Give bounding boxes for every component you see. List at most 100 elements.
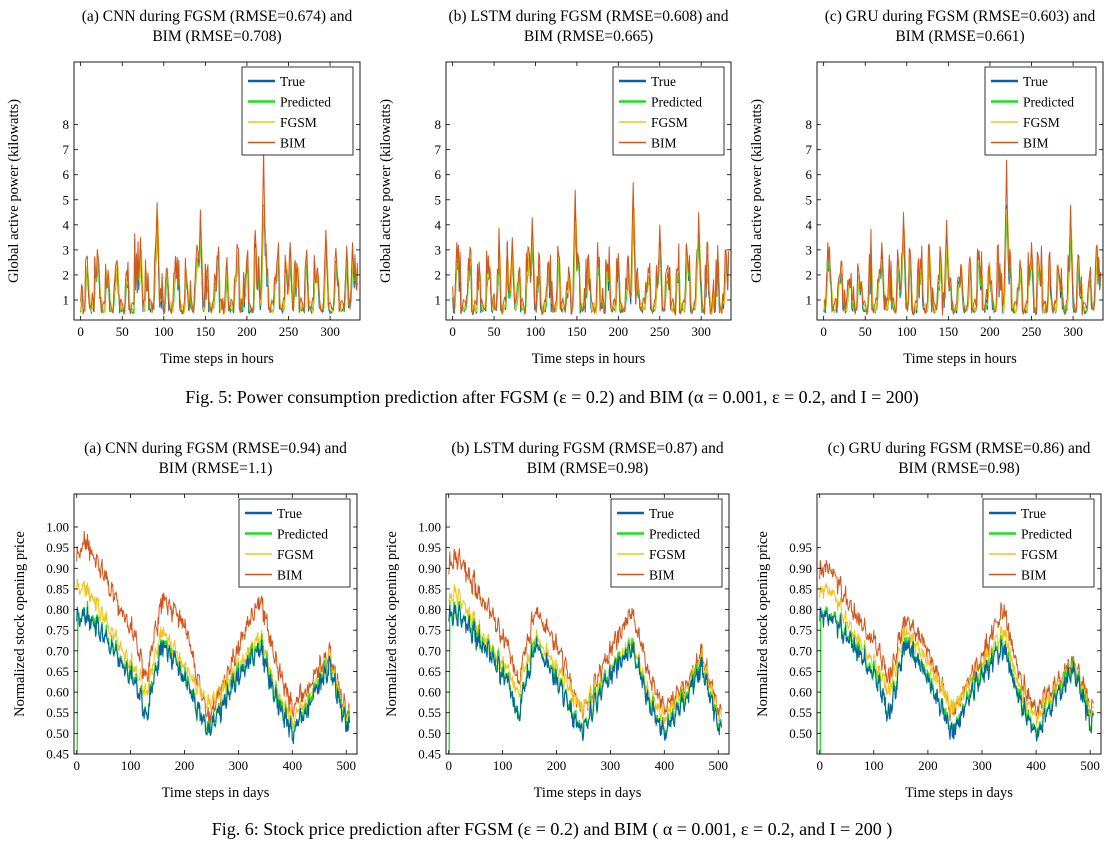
y-axis-label: Normalized stock opening price (384, 531, 400, 717)
y-tick-label: 0.95 (789, 540, 812, 555)
y-tick-label: 4 (63, 217, 70, 232)
x-tick-label: 200 (609, 324, 629, 339)
y-tick-label: 0.90 (789, 561, 812, 576)
series-line-true (823, 204, 1101, 316)
series-line-true (819, 607, 1094, 742)
y-tick-label: 0.70 (46, 643, 69, 658)
y-tick-label: 0.65 (46, 664, 69, 679)
y-tick-label: 0.55 (46, 705, 69, 720)
x-axis-label: Time steps in days (534, 785, 642, 801)
chart-legend: True Predicted FGSM BIM (241, 66, 354, 156)
figure5-caption: Fig. 5: Power consumption prediction aft… (185, 387, 919, 408)
x-tick-label: 50 (488, 324, 501, 339)
x-tick-label: 100 (493, 758, 513, 773)
y-tick-label: 0.60 (46, 685, 69, 700)
legend-entry-fgsm: FGSM (1021, 547, 1058, 562)
x-tick-label: 150 (567, 324, 587, 339)
chart-title-line: BIM (RMSE=0.98) (527, 460, 649, 477)
y-tick-label: 0.70 (418, 643, 441, 658)
x-tick-label: 250 (279, 324, 299, 339)
y-tick-label: 7 (806, 142, 813, 157)
legend-entry-predicted: Predicted (277, 527, 328, 542)
x-axis-label: Time steps in hours (903, 351, 1017, 367)
x-tick-label: 400 (1026, 758, 1046, 773)
legend-entry-bim: BIM (651, 136, 677, 151)
y-tick-label: 0.90 (46, 561, 69, 576)
y-tick-label: 4 (435, 217, 442, 232)
series-line-bim (452, 182, 729, 316)
y-tick-label: 5 (435, 192, 442, 207)
x-tick-label: 300 (229, 758, 249, 773)
y-tick-label: 0.55 (418, 705, 441, 720)
y-tick-label: 0.95 (46, 540, 69, 555)
series-line-true (76, 606, 350, 744)
y-tick-label: 0.75 (46, 623, 69, 638)
plot-frame (73, 493, 358, 755)
y-tick-label: 3 (806, 242, 813, 257)
legend-entry-true: True (651, 74, 676, 89)
x-tick-label: 0 (816, 758, 823, 773)
y-tick-label: 4 (806, 217, 813, 232)
y-axis-label: Global active power (kilowatts) (378, 99, 394, 283)
plot-frame (816, 493, 1102, 755)
legend-entry-predicted: Predicted (1023, 95, 1074, 110)
chart-title-line: (b) LSTM during FGSM (RMSE=0.608) and (449, 8, 729, 25)
y-tick-label: 1 (435, 292, 442, 307)
chart-panel-4: (a) CNN during FGSM (RMSE=0.94) and BIM (… (12, 440, 358, 801)
y-tick-label: 0.80 (418, 602, 441, 617)
x-axis-label: Time steps in hours (532, 351, 646, 367)
x-axis-label: Time steps in hours (160, 351, 274, 367)
y-tick-label: 1 (63, 292, 70, 307)
chart-panel-5: (b) LSTM during FGSM (RMSE=0.87) and BIM … (384, 440, 730, 801)
legend-entry-true: True (280, 74, 305, 89)
x-tick-label: 300 (1063, 324, 1083, 339)
y-axis-label: Global active power (kilowatts) (6, 99, 22, 283)
y-tick-label: 0.65 (789, 664, 812, 679)
plot-frame (445, 61, 732, 321)
x-tick-label: 50 (859, 324, 872, 339)
chart-title-line: BIM (RMSE=0.665) (524, 28, 653, 45)
x-tick-label: 0 (73, 758, 80, 773)
chart-panel-6: (c) GRU during FGSM (RMSE=0.86) and BIM (… (755, 440, 1102, 801)
legend-entry-predicted: Predicted (649, 527, 700, 542)
x-tick-label: 200 (918, 758, 938, 773)
x-tick-label: 100 (897, 324, 917, 339)
x-tick-label: 200 (237, 324, 257, 339)
chart-title-line: (c) GRU during FGSM (RMSE=0.86) and (828, 440, 1091, 457)
y-tick-label: 1.00 (418, 520, 441, 535)
x-tick-label: 100 (864, 758, 884, 773)
legend-entry-true: True (277, 506, 302, 521)
y-tick-label: 0.45 (46, 747, 69, 762)
x-tick-label: 50 (116, 324, 129, 339)
x-tick-label: 250 (650, 324, 670, 339)
x-tick-label: 400 (655, 758, 675, 773)
x-tick-label: 0 (445, 758, 452, 773)
chart-title-line: (b) LSTM during FGSM (RMSE=0.87) and (451, 440, 723, 457)
legend-box (238, 498, 351, 588)
x-tick-label: 400 (283, 758, 303, 773)
y-axis-label: Normalized stock opening price (755, 531, 771, 717)
x-tick-label: 0 (77, 324, 84, 339)
y-tick-label: 7 (63, 142, 70, 157)
x-tick-label: 100 (526, 324, 546, 339)
x-tick-label: 0 (820, 324, 827, 339)
y-tick-label: 0.85 (789, 581, 812, 596)
plot-frame (73, 61, 361, 321)
y-tick-label: 5 (806, 192, 813, 207)
y-tick-label: 1.00 (46, 520, 69, 535)
chart-title-line: BIM (RMSE=0.708) (152, 28, 281, 45)
chart-legend: True Predicted FGSM BIM (610, 498, 723, 588)
x-axis-label: Time steps in days (905, 785, 1013, 801)
y-tick-label: 8 (806, 117, 813, 132)
x-axis-label: Time steps in days (162, 785, 270, 801)
series-line-predicted (819, 606, 1095, 754)
legend-entry-bim: BIM (649, 568, 675, 583)
figure6-caption: Fig. 6: Stock price prediction after FGS… (212, 819, 893, 840)
plot-frame (816, 61, 1104, 321)
chart-panel-2: (b) LSTM during FGSM (RMSE=0.608) and BIM… (378, 8, 732, 367)
y-tick-label: 6 (63, 167, 70, 182)
x-tick-label: 300 (691, 324, 711, 339)
chart-title-line: BIM (RMSE=1.1) (159, 460, 273, 477)
legend-entry-bim: BIM (280, 136, 306, 151)
